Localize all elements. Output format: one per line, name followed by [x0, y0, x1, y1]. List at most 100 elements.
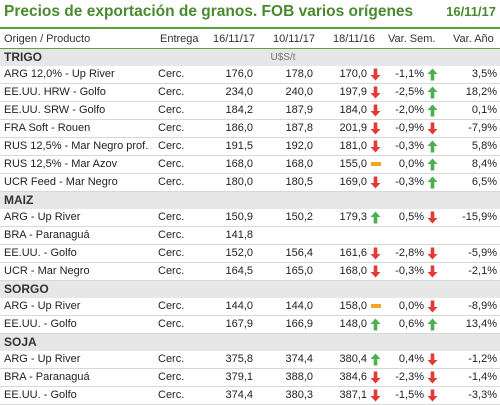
section-unit — [253, 191, 313, 209]
price-d2 — [253, 226, 313, 245]
product-name: EE.UU. - Golfo — [0, 386, 158, 405]
price-d3: 197,9 — [313, 83, 367, 102]
year-indicator — [424, 101, 440, 120]
var-year: -2,1% — [440, 262, 500, 281]
price-d2: 192,0 — [253, 137, 313, 156]
week-indicator — [367, 315, 384, 334]
price-d2: 388,0 — [253, 368, 313, 387]
price-table-body: TRIGO U$S/t ARG 12,0% - Up River Cerc. 176,0… — [0, 49, 500, 405]
year-indicator — [424, 298, 440, 316]
price-d1: 374,4 — [196, 386, 253, 405]
week-indicator — [367, 83, 384, 102]
arrow-up-icon — [427, 86, 438, 99]
week-indicator — [367, 101, 384, 120]
var-week: 0,4% — [384, 351, 424, 369]
week-indicator — [367, 262, 384, 281]
price-d1: 141,8 — [196, 226, 253, 245]
var-year: -3,3% — [440, 386, 500, 405]
price-d2: 187,8 — [253, 119, 313, 138]
price-d1: 176,0 — [196, 66, 253, 84]
arrow-up-icon — [370, 211, 381, 224]
product-name: UCR Feed - Mar Negro — [0, 173, 158, 192]
week-indicator — [367, 119, 384, 138]
title-divider — [0, 27, 500, 29]
price-d2: 150,2 — [253, 209, 313, 227]
var-week: 0,0% — [384, 298, 424, 316]
table-row: FRA Soft - Rouen Cerc. 186,0 187,8 201,9 -0,9… — [0, 119, 500, 138]
section-spacer — [313, 280, 500, 298]
arrow-down-icon — [427, 389, 438, 402]
table-row: EE.UU. - Golfo Cerc. 167,9 166,9 148,0 0,6% 13… — [0, 315, 500, 334]
year-indicator — [424, 244, 440, 263]
flat-dash-icon — [370, 304, 381, 309]
week-indicator — [367, 226, 384, 245]
section-spacer — [313, 49, 500, 66]
year-indicator — [424, 209, 440, 227]
arrow-up-icon — [427, 176, 438, 189]
section-header-sorgo: SORGO — [0, 280, 500, 298]
table-row: EE.UU. HRW - Golfo Cerc. 234,0 240,0 197,9 -2… — [0, 83, 500, 102]
section-spacer — [196, 49, 253, 66]
section-spacer — [196, 191, 253, 209]
section-header-soja: SOJA — [0, 333, 500, 351]
price-d3: 184,0 — [313, 101, 367, 120]
price-d1: 379,1 — [196, 368, 253, 387]
var-week: 0,5% — [384, 209, 424, 227]
table-row: BRA - Paranaguá Cerc. 379,1 388,0 384,6 -2,3%… — [0, 368, 500, 387]
table-row: BRA - Paranaguá Cerc. 141,8 — [0, 226, 500, 245]
var-week: -0,9% — [384, 119, 424, 138]
product-name: UCR - Mar Negro — [0, 262, 158, 281]
price-d2: 144,0 — [253, 298, 313, 316]
header-divider — [0, 48, 500, 49]
price-table: TRIGO U$S/t ARG 12,0% - Up River Cerc. 176,0… — [0, 49, 500, 405]
week-indicator — [367, 351, 384, 369]
table-row: ARG - Up River Cerc. 150,9 150,2 179,3 0,5% -1… — [0, 209, 500, 227]
table-row: ARG - Up River Cerc. 375,8 374,4 380,4 0,4% -1… — [0, 351, 500, 369]
section-unit — [253, 333, 313, 351]
product-name: RUS 12,5% - Mar Azov — [0, 155, 158, 174]
price-d2: 178,0 — [253, 66, 313, 84]
arrow-down-icon — [370, 176, 381, 189]
section-unit: U$S/t — [253, 49, 313, 66]
arrow-down-icon — [370, 122, 381, 135]
price-d3: 384,6 — [313, 368, 367, 387]
price-d3: 169,0 — [313, 173, 367, 192]
price-d1: 184,2 — [196, 101, 253, 120]
var-year: 0,1% — [440, 101, 500, 120]
year-indicator — [424, 137, 440, 156]
price-d1: 375,8 — [196, 351, 253, 369]
col-delivery-header: Entrega — [160, 33, 199, 45]
arrow-down-icon — [427, 122, 438, 135]
price-d3: 181,0 — [313, 137, 367, 156]
week-indicator — [367, 368, 384, 387]
var-week: 0,6% — [384, 315, 424, 334]
price-d3: 155,0 — [313, 155, 367, 174]
arrow-down-icon — [370, 104, 381, 117]
product-name: EE.UU. - Golfo — [0, 315, 158, 334]
arrow-down-icon — [427, 371, 438, 384]
section-name: SOJA — [0, 333, 196, 351]
arrow-down-icon — [427, 247, 438, 260]
price-d3: 179,3 — [313, 209, 367, 227]
price-d3: 201,9 — [313, 119, 367, 138]
var-year: 6,5% — [440, 173, 500, 192]
arrow-up-icon — [370, 353, 381, 366]
delivery-cell: Cerc. — [158, 101, 196, 120]
year-indicator — [424, 315, 440, 334]
price-d3: 380,4 — [313, 351, 367, 369]
delivery-cell: Cerc. — [158, 298, 196, 316]
arrow-down-icon — [370, 140, 381, 153]
price-d2: 380,3 — [253, 386, 313, 405]
delivery-cell: Cerc. — [158, 386, 196, 405]
delivery-cell: Cerc. — [158, 173, 196, 192]
arrow-down-icon — [370, 86, 381, 99]
var-week: -0,3% — [384, 262, 424, 281]
year-indicator — [424, 173, 440, 192]
price-d1: 152,0 — [196, 244, 253, 263]
var-week: -2,5% — [384, 83, 424, 102]
year-indicator — [424, 386, 440, 405]
product-name: BRA - Paranaguá — [0, 368, 158, 387]
year-indicator — [424, 66, 440, 84]
year-indicator — [424, 351, 440, 369]
arrow-down-icon — [370, 265, 381, 278]
